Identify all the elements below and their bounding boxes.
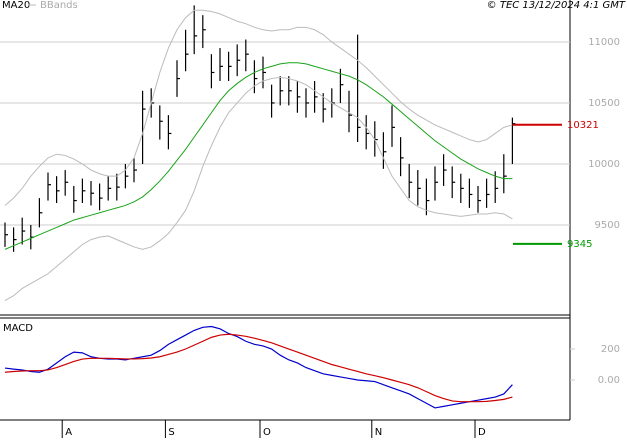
macd-line (4, 325, 513, 409)
level-label: 10321 (567, 120, 599, 131)
indicator-line (4, 9, 513, 206)
y-tick-label: 11000 (588, 37, 620, 48)
legend-label: MA20 (2, 0, 30, 11)
y-tick-label: 0.00 (598, 375, 620, 386)
y-tick-label: 10000 (588, 159, 620, 170)
x-tick-label: S (168, 427, 174, 438)
level-label: 9345 (567, 239, 592, 250)
credit: © TEC 13/12/2024 4:1 GMT (487, 0, 626, 11)
panel-title: MACD (3, 323, 33, 334)
macd-line (4, 333, 513, 403)
y-tick-label: 9500 (595, 220, 620, 231)
x-tick-label: A (65, 427, 72, 438)
y-tick-label: 200 (601, 344, 620, 355)
x-tick-label: N (375, 427, 382, 438)
x-tick-label: O (263, 427, 271, 438)
indicator-line (4, 76, 513, 302)
legend-label: BBands (40, 0, 78, 11)
indicator-line (4, 62, 513, 250)
x-tick-label: D (478, 427, 486, 438)
y-tick-label: 10500 (588, 98, 620, 109)
